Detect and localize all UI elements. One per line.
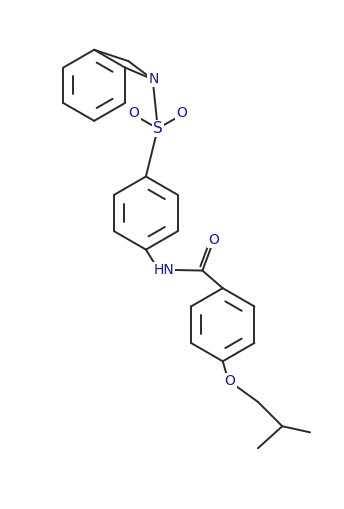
Text: S: S <box>153 121 163 136</box>
Text: N: N <box>148 72 159 86</box>
Text: O: O <box>208 233 219 247</box>
Text: HN: HN <box>153 263 174 277</box>
Text: O: O <box>225 374 236 388</box>
Text: O: O <box>176 105 187 120</box>
Text: O: O <box>129 105 140 120</box>
